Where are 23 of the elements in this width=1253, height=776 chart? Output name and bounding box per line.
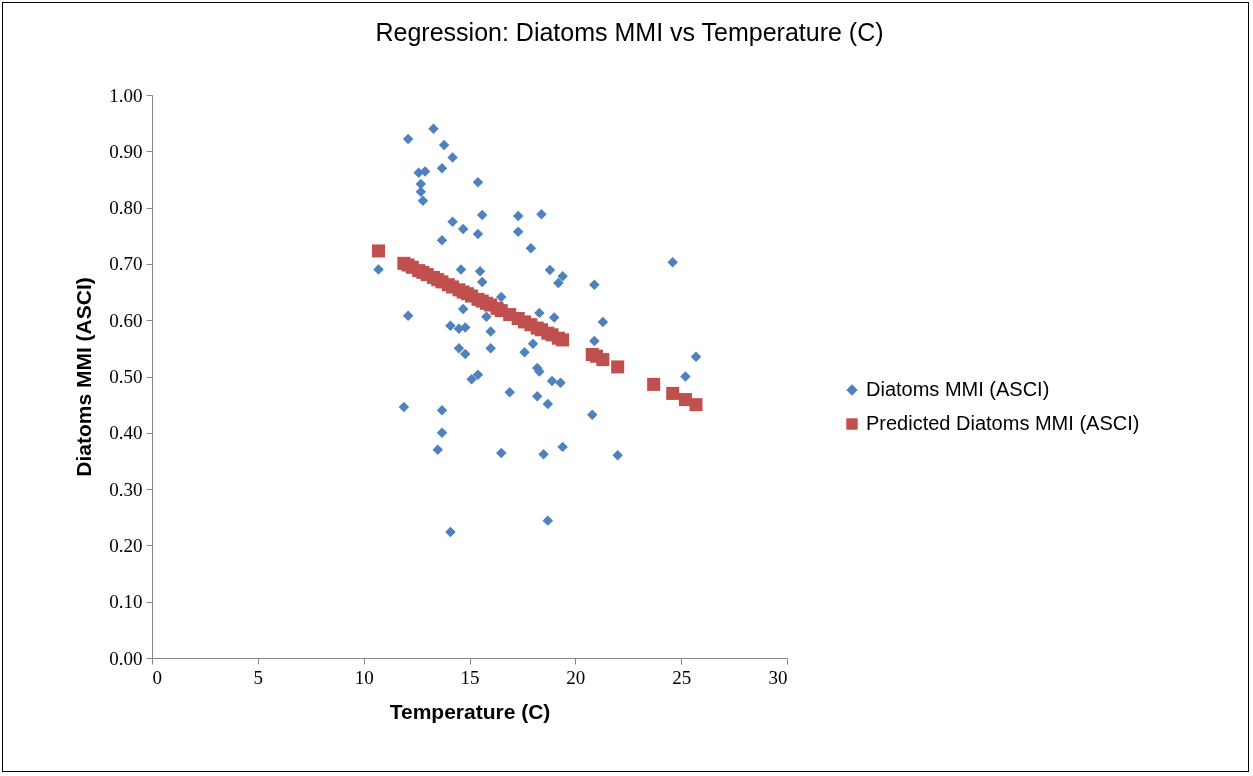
legend-label: Predicted Diatoms MMI (ASCI) xyxy=(866,412,1140,434)
chart-title: Regression: Diatoms MMI vs Temperature (C) xyxy=(375,18,884,46)
y-tick-label: 0.40 xyxy=(109,422,143,444)
y-tick-label: 0.50 xyxy=(109,366,143,387)
y-tick-label: 0.20 xyxy=(109,534,143,556)
y-tick-label: 0.00 xyxy=(109,647,143,669)
x-tick-label: 15 xyxy=(460,666,480,688)
x-tick-label: 20 xyxy=(566,666,586,688)
y-tick-label: 0.10 xyxy=(109,591,143,613)
x-tick-label: 10 xyxy=(354,666,374,688)
y-tick-label: 0.90 xyxy=(109,140,143,162)
x-axis-title: Temperature (C) xyxy=(389,699,551,723)
x-tick-label: 0 xyxy=(152,666,162,688)
y-tick-label: 0.30 xyxy=(109,478,143,500)
x-tick-label: 5 xyxy=(253,666,264,688)
y-tick-label: 0.70 xyxy=(109,253,143,275)
x-tick-label: 30 xyxy=(768,666,788,688)
y-tick-label: 1.00 xyxy=(109,84,143,106)
legend-label: Diatoms MMI (ASCI) xyxy=(866,378,1050,400)
y-tick-label: 0.60 xyxy=(109,309,143,331)
x-tick-label: 25 xyxy=(672,666,692,688)
y-axis-title: Diatoms MMI (ASCI) xyxy=(72,277,96,477)
y-tick-label: 0.80 xyxy=(109,197,143,219)
